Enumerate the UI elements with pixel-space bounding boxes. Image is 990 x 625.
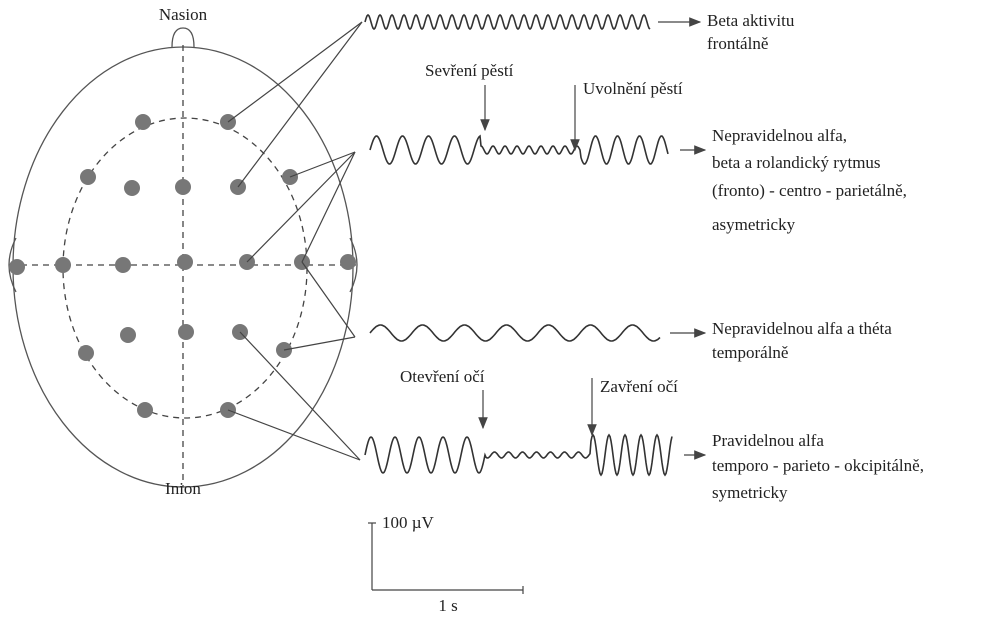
lead-line	[228, 22, 362, 122]
description: beta a rolandický rytmus	[712, 153, 881, 172]
marker-label: Sevření pěstí	[425, 61, 514, 80]
eeg-diagram: Nasion Inion Beta aktivitu frontálně Sev…	[0, 0, 990, 625]
description: Nepravidelnou alfa,	[712, 126, 847, 145]
inion-label: Inion	[165, 479, 201, 498]
description: (fronto) - centro - parietálně,	[712, 181, 907, 200]
electrode	[175, 179, 191, 195]
electrode	[78, 345, 94, 361]
description: frontálně	[707, 34, 768, 53]
marker-label: Otevření očí	[400, 367, 485, 386]
electrode	[115, 257, 131, 273]
description: asymetricky	[712, 215, 796, 234]
electrode	[137, 402, 153, 418]
nasion-label: Nasion	[159, 5, 208, 24]
electrode	[340, 254, 356, 270]
lead-line	[302, 262, 355, 337]
electrode	[9, 259, 25, 275]
description: Pravidelnou alfa	[712, 431, 824, 450]
electrode	[55, 257, 71, 273]
electrode	[135, 114, 151, 130]
description: Beta aktivitu	[707, 11, 795, 30]
electrode	[124, 180, 140, 196]
description: temporo - parieto - okcipitálně,	[712, 456, 924, 475]
electrode	[177, 254, 193, 270]
lead-line	[240, 332, 360, 460]
lead-line	[238, 22, 362, 187]
time-scale: 1 s	[438, 596, 457, 615]
description: symetricky	[712, 483, 788, 502]
marker-label: Uvolnění pěstí	[583, 79, 683, 98]
electrode	[120, 327, 136, 343]
eeg-trace	[365, 15, 650, 29]
eeg-trace	[370, 136, 668, 164]
eeg-trace	[365, 435, 672, 475]
electrode	[80, 169, 96, 185]
lead-line	[247, 152, 355, 262]
description: Nepravidelnou alfa a théta	[712, 319, 892, 338]
lead-line	[284, 337, 355, 350]
description: temporálně	[712, 343, 788, 362]
eeg-trace	[370, 325, 660, 341]
amplitude-scale: 100 µV	[382, 513, 435, 532]
electrode	[178, 324, 194, 340]
lead-lines	[228, 22, 362, 460]
scale-bar	[368, 523, 523, 594]
lead-line	[228, 410, 360, 460]
marker-label: Zavření očí	[600, 377, 678, 396]
